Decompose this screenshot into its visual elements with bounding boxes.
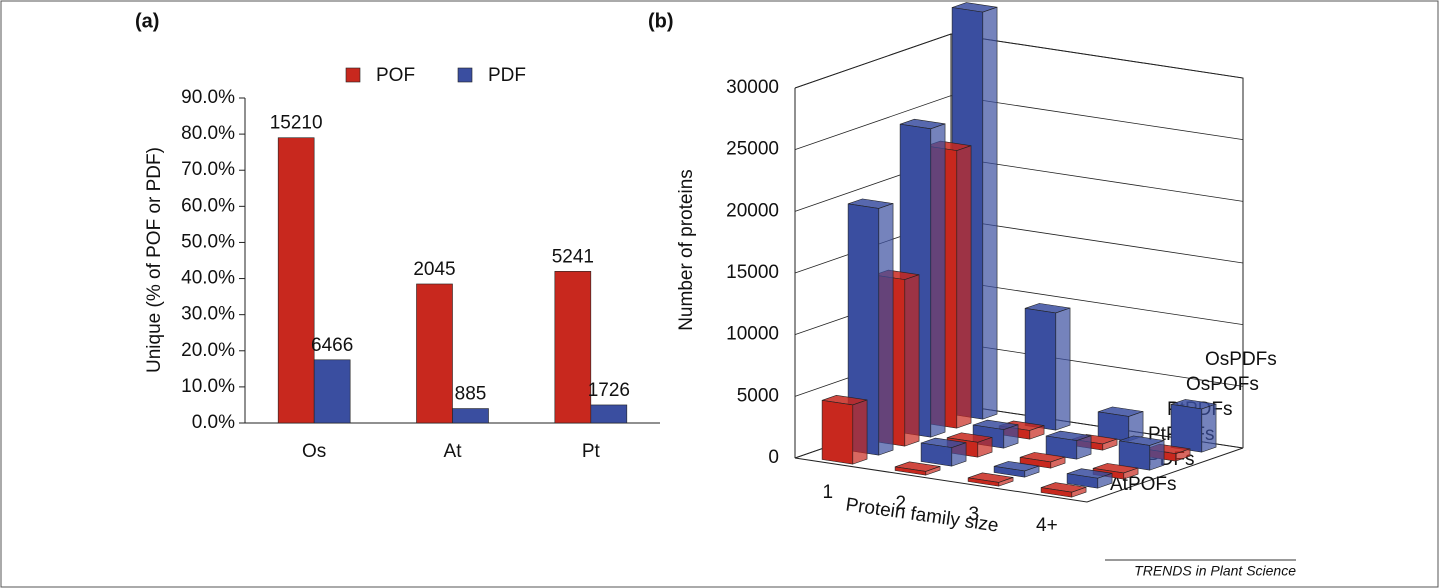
bar — [1066, 473, 1099, 489]
x-tick-label: 2 — [896, 493, 907, 514]
footer: TRENDS in Plant Science — [1134, 563, 1296, 579]
y-tick-label: 25000 — [726, 139, 779, 160]
y-tick-label: 40.0% — [181, 268, 235, 289]
bar — [847, 203, 880, 456]
bar-side — [1201, 403, 1217, 453]
bar-side — [1149, 440, 1165, 471]
bar — [452, 408, 489, 424]
bar-side — [852, 399, 868, 465]
y-axis-label: Unique (% of POF or PDF) — [144, 147, 165, 373]
data-label: 6466 — [311, 335, 353, 356]
y-tick-label: 10.0% — [181, 376, 235, 397]
y-axis-label: Number of proteins — [676, 169, 697, 331]
bar-side — [1055, 307, 1071, 431]
bar — [920, 442, 953, 467]
legend-swatch — [345, 67, 361, 83]
y-tick-label: 20.0% — [181, 340, 235, 361]
bar — [1040, 487, 1073, 498]
bar — [967, 477, 1000, 487]
bar — [894, 466, 927, 476]
x-tick-label: 4+ — [1036, 515, 1058, 536]
data-label: 2045 — [413, 259, 455, 280]
bar-side — [878, 203, 894, 456]
data-label: 15210 — [270, 113, 323, 134]
legend-label: POF — [376, 65, 415, 86]
y-tick-label: 10000 — [726, 324, 779, 345]
y-tick-label: 5000 — [737, 385, 779, 406]
bar — [1045, 435, 1078, 460]
y-tick-label: 80.0% — [181, 123, 235, 144]
y-tick-label: 60.0% — [181, 195, 235, 216]
bar-side — [930, 123, 946, 438]
bar-side — [982, 6, 998, 420]
bar — [1019, 456, 1052, 469]
grid-line — [794, 33, 1244, 89]
x-tick-label: At — [444, 441, 463, 462]
x-tick-label: Os — [302, 441, 326, 462]
y-tick-label: 90.0% — [181, 87, 235, 108]
legend-label: PDF — [488, 65, 526, 86]
bar — [277, 137, 315, 424]
x-tick-label: 1 — [823, 482, 834, 503]
x-tick-label: 3 — [969, 504, 980, 525]
panel-title: (a) — [135, 10, 159, 32]
bar — [1024, 307, 1057, 431]
y-tick-label: 0 — [768, 447, 779, 468]
data-label: 885 — [455, 384, 487, 405]
bar — [821, 399, 854, 465]
x-tick-label: Pt — [582, 441, 601, 462]
y-tick-label: 50.0% — [181, 231, 235, 252]
bar-side — [904, 274, 920, 447]
data-label: 5241 — [552, 246, 594, 267]
y-tick-label: 70.0% — [181, 159, 235, 180]
y-tick-label: 30.0% — [181, 304, 235, 325]
legend-swatch — [457, 67, 473, 83]
depth-label: OsPOFs — [1186, 374, 1259, 395]
depth-label: AtPOFs — [1110, 474, 1177, 495]
bar-side — [956, 145, 972, 429]
y-tick-label: 30000 — [726, 77, 779, 98]
grid-line — [794, 95, 1244, 151]
bar — [1118, 440, 1151, 471]
depth-label: OsPDFs — [1205, 349, 1277, 370]
y-tick-label: 15000 — [726, 262, 779, 283]
bar — [313, 359, 351, 424]
data-label: 1726 — [588, 380, 630, 401]
y-tick-label: 0.0% — [192, 412, 235, 433]
bar — [993, 465, 1026, 478]
bar — [590, 404, 628, 424]
bar — [1170, 403, 1203, 453]
bar — [416, 283, 453, 424]
bar — [554, 271, 592, 424]
y-tick-label: 20000 — [726, 200, 779, 221]
panel-title: (b) — [648, 10, 674, 32]
bar — [1097, 411, 1130, 442]
